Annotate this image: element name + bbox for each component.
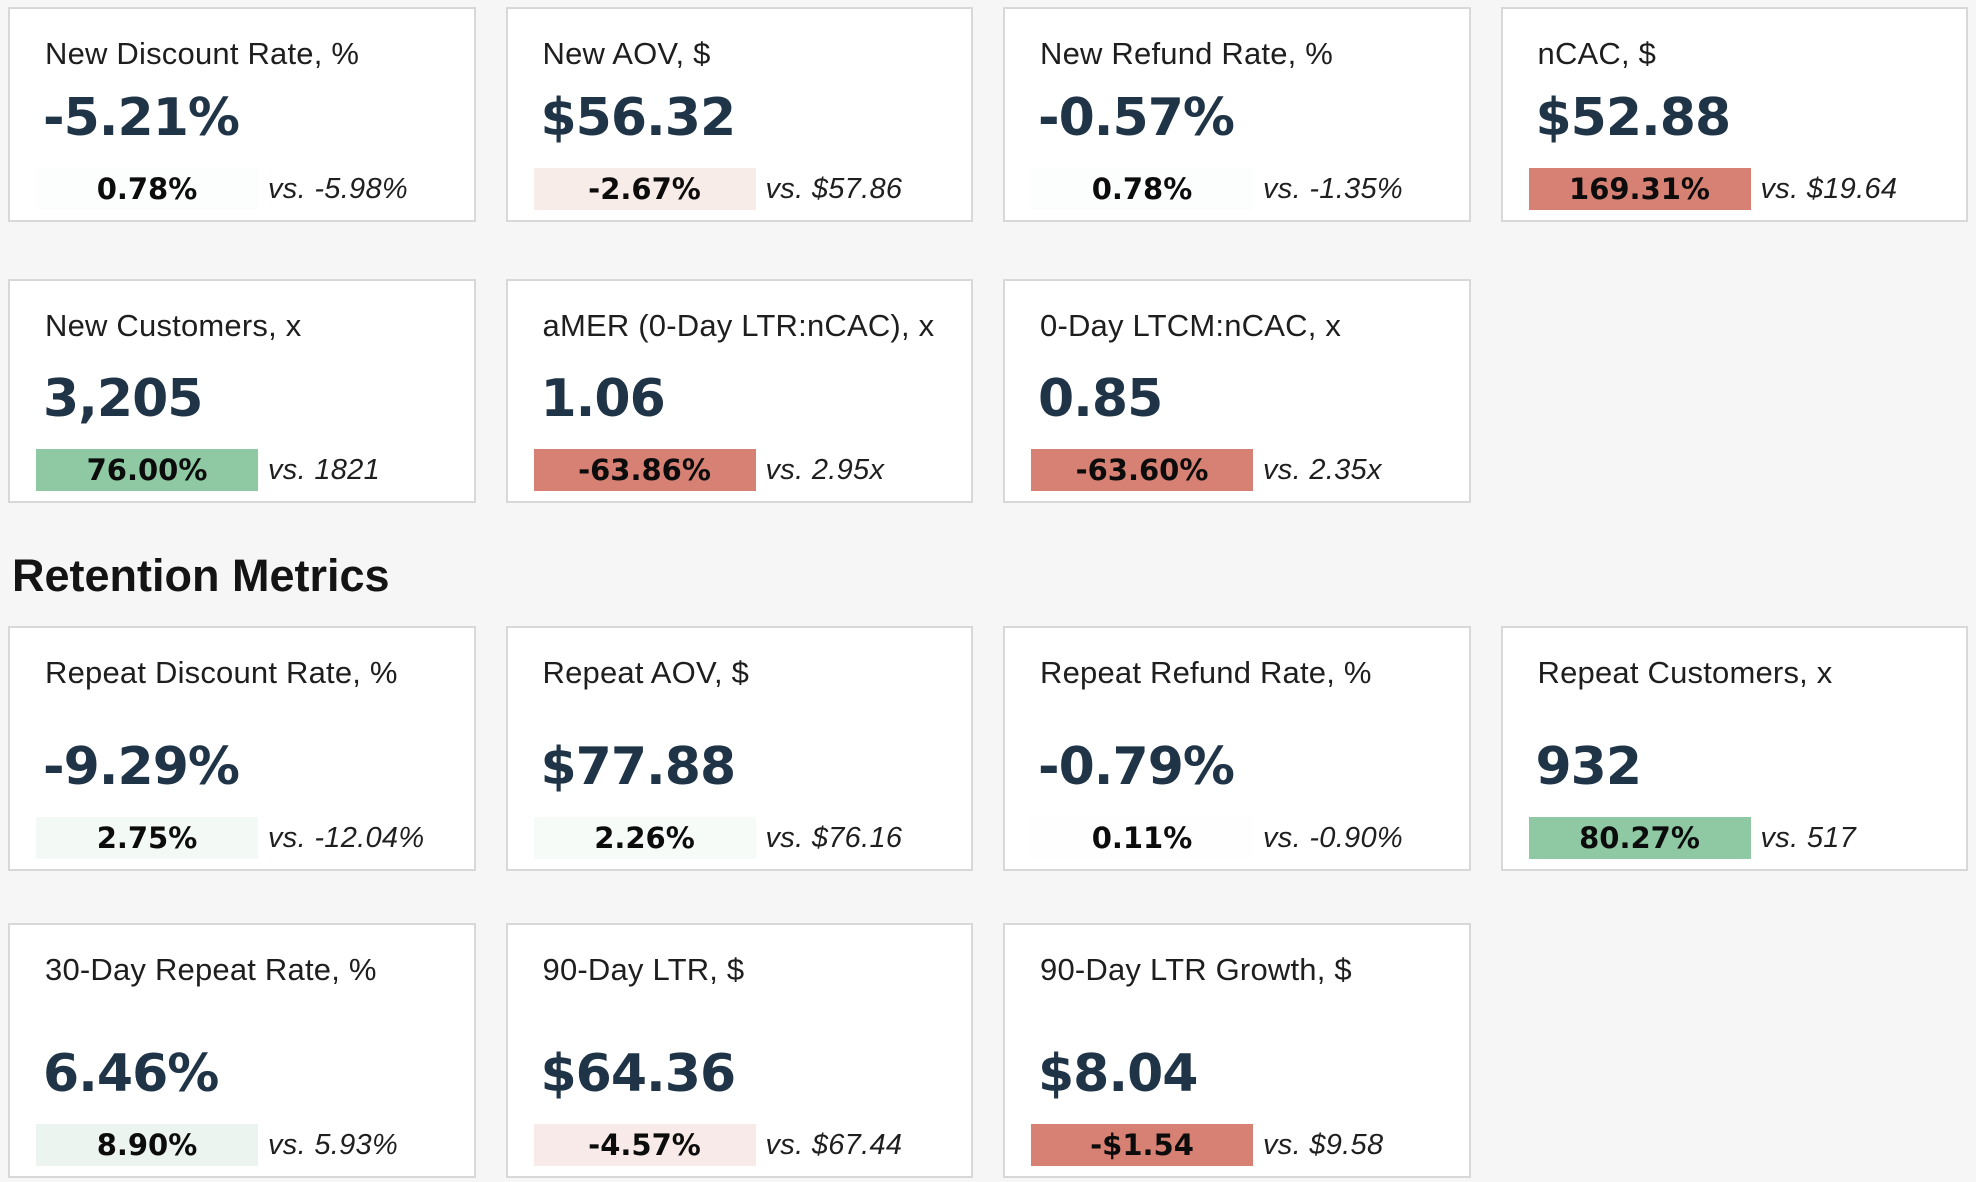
kpi-change-row: 2.75% vs. -12.04% xyxy=(36,817,446,859)
kpi-card-repeat-refund-rate: Repeat Refund Rate, % -0.79% 0.11% vs. -0.9… xyxy=(1003,626,1471,871)
kpi-value: -0.79% xyxy=(1038,737,1235,798)
kpi-comparison-value: vs. $76.16 xyxy=(765,821,903,854)
kpi-comparison-value: vs. $57.86 xyxy=(765,172,903,205)
kpi-change-badge: 0.11% xyxy=(1031,817,1253,859)
kpi-value: -9.29% xyxy=(43,737,240,798)
kpi-label: New Refund Rate, % xyxy=(1040,36,1334,71)
kpi-label: Repeat AOV, $ xyxy=(542,655,750,690)
kpi-change-row: -63.60% vs. 2.35x xyxy=(1031,449,1441,491)
kpi-card-repeat-customers-x: Repeat Customers, x 932 80.27% vs. 517 xyxy=(1500,626,1968,871)
kpi-change-badge: -63.60% xyxy=(1031,449,1253,491)
kpi-change-badge: -2.67% xyxy=(533,168,756,210)
card-spacer xyxy=(1031,693,1441,741)
acquisition-metrics-grid: New Discount Rate, % -5.21% 0.78% vs. -5.98… xyxy=(8,7,1968,503)
kpi-comparison-value: vs. 5.93% xyxy=(268,1128,399,1161)
kpi-card-30-day-repeat-rate: 30-Day Repeat Rate, % 6.46% 8.90% vs. 5.93% xyxy=(8,923,476,1178)
kpi-value: $64.36 xyxy=(540,1044,737,1105)
kpi-change-badge: 0.78% xyxy=(1031,168,1253,210)
card-spacer xyxy=(534,693,944,741)
kpi-card-new-refund-rate: New Refund Rate, % -0.57% 0.78% vs. -1.35% xyxy=(1003,7,1471,222)
kpi-change-row: -4.57% vs. $67.44 xyxy=(533,1124,944,1166)
kpi-change-row: -63.86% vs. 2.95x xyxy=(533,449,944,491)
kpi-change-row: 76.00% vs. 1821 xyxy=(36,449,446,491)
card-spacer xyxy=(534,990,944,1048)
kpi-change-badge: 8.90% xyxy=(36,1124,258,1166)
kpi-label: 90-Day LTR, $ xyxy=(542,952,745,987)
kpi-value: $52.88 xyxy=(1535,88,1732,149)
retention-metrics-grid: Repeat Discount Rate, % -9.29% 2.75% vs. -1… xyxy=(8,626,1968,1178)
card-spacer xyxy=(36,346,446,373)
kpi-change-badge: 76.00% xyxy=(36,449,258,491)
kpi-change-badge: -63.86% xyxy=(533,449,756,491)
kpi-change-badge: 80.27% xyxy=(1528,817,1751,859)
kpi-value: -5.21% xyxy=(43,88,240,149)
card-spacer xyxy=(36,693,446,741)
kpi-value: $56.32 xyxy=(540,88,737,149)
kpi-label: nCAC, $ xyxy=(1537,36,1657,71)
kpi-comparison-value: vs. -1.35% xyxy=(1263,172,1403,205)
kpi-comparison-value: vs. -12.04% xyxy=(268,821,425,854)
kpi-value: 1.06 xyxy=(540,369,666,430)
kpi-card-90-day-ltr-growth: 90-Day LTR Growth, $ $8.04 -$1.54 vs. $9.58 xyxy=(1003,923,1471,1178)
card-spacer xyxy=(1031,346,1441,373)
kpi-comparison-value: vs. 2.95x xyxy=(765,453,885,486)
kpi-label: 90-Day LTR Growth, $ xyxy=(1040,952,1352,987)
kpi-label: 0-Day LTCM:nCAC, x xyxy=(1040,308,1342,343)
kpi-label: aMER (0-Day LTR:nCAC), x xyxy=(542,308,935,343)
kpi-comparison-value: vs. 1821 xyxy=(268,453,381,486)
kpi-change-badge: -4.57% xyxy=(533,1124,756,1166)
kpi-card-new-aov: New AOV, $ $56.32 -2.67% vs. $57.86 xyxy=(505,7,973,222)
kpi-label: 30-Day Repeat Rate, % xyxy=(45,952,377,987)
kpi-change-row: -$1.54 vs. $9.58 xyxy=(1031,1124,1441,1166)
kpi-value: -0.57% xyxy=(1038,88,1235,149)
kpi-change-row: 80.27% vs. 517 xyxy=(1528,817,1939,859)
kpi-change-row: -2.67% vs. $57.86 xyxy=(533,168,944,210)
kpi-comparison-value: vs. $9.58 xyxy=(1263,1128,1384,1161)
kpi-change-badge: 2.26% xyxy=(533,817,756,859)
kpi-value: 3,205 xyxy=(43,369,203,430)
kpi-change-row: 2.26% vs. $76.16 xyxy=(533,817,944,859)
kpi-value: 0.85 xyxy=(1038,369,1163,430)
kpi-label: New AOV, $ xyxy=(542,36,711,71)
kpi-label: Repeat Refund Rate, % xyxy=(1040,655,1372,690)
kpi-change-badge: 2.75% xyxy=(36,817,258,859)
kpi-change-row: 8.90% vs. 5.93% xyxy=(36,1124,446,1166)
kpi-change-row: 0.78% vs. -5.98% xyxy=(36,168,446,210)
kpi-comparison-value: vs. 2.35x xyxy=(1263,453,1382,486)
kpi-comparison-value: vs. 517 xyxy=(1760,821,1857,854)
kpi-change-badge: 0.78% xyxy=(36,168,258,210)
card-spacer xyxy=(1529,693,1939,741)
kpi-comparison-value: vs. $67.44 xyxy=(765,1128,903,1161)
kpi-card-90-day-ltr: 90-Day LTR, $ $64.36 -4.57% vs. $67.44 xyxy=(505,923,973,1178)
section-title-retention-metrics: Retention Metrics xyxy=(12,550,390,601)
kpi-change-badge: 169.31% xyxy=(1528,168,1751,210)
kpi-card-amer-0-day-ltr-ncac-x: aMER (0-Day LTR:nCAC), x 1.06 -63.86% vs. 2… xyxy=(505,279,973,503)
kpi-card-new-customers-x: New Customers, x 3,205 76.00% vs. 1821 xyxy=(8,279,476,503)
kpi-value: $77.88 xyxy=(540,737,737,798)
kpi-label: Repeat Discount Rate, % xyxy=(45,655,398,690)
kpi-change-row: 0.78% vs. -1.35% xyxy=(1031,168,1441,210)
kpi-value: 6.46% xyxy=(43,1044,219,1105)
kpi-card-repeat-discount-rate: Repeat Discount Rate, % -9.29% 2.75% vs. -1… xyxy=(8,626,476,871)
kpi-card-ncac: nCAC, $ $52.88 169.31% vs. $19.64 xyxy=(1500,7,1968,222)
kpi-change-badge: -$1.54 xyxy=(1031,1124,1253,1166)
kpi-label: New Customers, x xyxy=(45,308,302,343)
kpi-change-row: 169.31% vs. $19.64 xyxy=(1528,168,1939,210)
kpi-label: New Discount Rate, % xyxy=(45,36,360,71)
kpi-value: $8.04 xyxy=(1038,1044,1198,1105)
card-spacer xyxy=(1031,990,1441,1048)
kpi-label: Repeat Customers, x xyxy=(1537,655,1833,690)
kpi-card-0-day-ltcm-ncac-x: 0-Day LTCM:nCAC, x 0.85 -63.60% vs. 2.35x xyxy=(1003,279,1471,503)
kpi-value: 932 xyxy=(1535,737,1643,798)
kpi-comparison-value: vs. -0.90% xyxy=(1263,821,1403,854)
card-spacer xyxy=(36,990,446,1048)
card-spacer xyxy=(534,346,944,373)
kpi-change-row: 0.11% vs. -0.90% xyxy=(1031,817,1441,859)
kpi-card-repeat-aov: Repeat AOV, $ $77.88 2.26% vs. $76.16 xyxy=(505,626,973,871)
kpi-comparison-value: vs. -5.98% xyxy=(268,172,408,205)
kpi-card-new-discount-rate: New Discount Rate, % -5.21% 0.78% vs. -5.98… xyxy=(8,7,476,222)
kpi-comparison-value: vs. $19.64 xyxy=(1760,172,1898,205)
